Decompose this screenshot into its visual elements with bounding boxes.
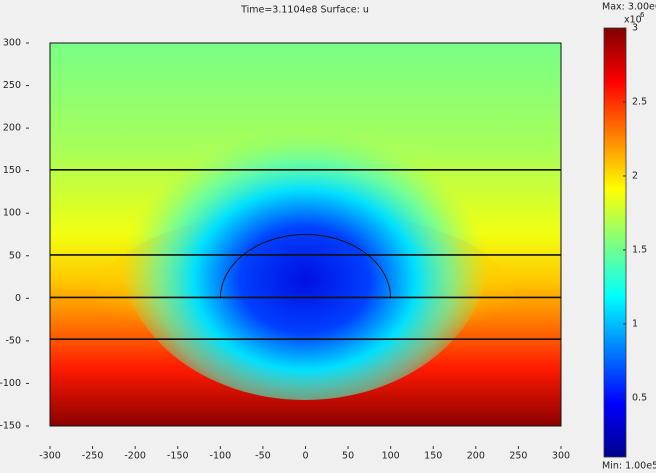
y-tick-label: 150 — [3, 165, 21, 176]
x-tick-label: 150 — [424, 451, 442, 462]
x-tick-label: -50 — [255, 451, 271, 462]
colorbar-tick-label: 0.5 — [632, 392, 647, 403]
x-tick-label: 0 — [302, 451, 308, 462]
y-tick-label: -100 — [0, 378, 21, 389]
y-tick-label: 100 — [3, 208, 21, 219]
y-tick-label: 0 — [15, 293, 21, 304]
x-tick-label: 300 — [552, 451, 570, 462]
colorbar-tick-label: 2.5 — [632, 96, 647, 107]
dome-boundary — [219, 234, 392, 299]
y-tick-label: 300 — [3, 38, 21, 49]
min-label: Min: 1.00e5 — [602, 461, 656, 472]
chart-title: Time=3.1104e8 Surface: u — [240, 5, 369, 16]
x-tick-label: -250 — [82, 451, 104, 462]
x-tick-label: -100 — [210, 451, 232, 462]
x-tick-label: -300 — [39, 451, 61, 462]
y-tick-label: -150 — [0, 421, 21, 432]
surface — [50, 43, 561, 426]
colorbar-exponent-power: 6 — [640, 11, 645, 19]
colorbar — [603, 27, 627, 458]
x-tick-label: 100 — [382, 451, 400, 462]
surface-field — [120, 100, 490, 400]
colorbar-tick-label: 3 — [632, 23, 638, 34]
y-tick-label: -50 — [5, 335, 21, 346]
y-tick-label: 250 — [3, 80, 21, 91]
colorbar-tick-label: 2 — [632, 170, 638, 181]
x-tick-label: 250 — [509, 451, 527, 462]
x-tick-label: -150 — [167, 451, 189, 462]
colorbar-tick-label: 1.5 — [632, 244, 647, 255]
max-label: Max: 3.00e6 — [602, 2, 656, 13]
colorbar-exponent-base: x10 — [624, 15, 642, 26]
plot-frame — [49, 42, 562, 427]
colorbar-tick-label: 1 — [632, 318, 638, 329]
x-tick-label: 200 — [467, 451, 485, 462]
x-tick-label: -200 — [124, 451, 146, 462]
x-tick-label: 50 — [342, 451, 354, 462]
y-tick-label: 200 — [3, 123, 21, 134]
y-tick-label: 50 — [9, 250, 21, 261]
